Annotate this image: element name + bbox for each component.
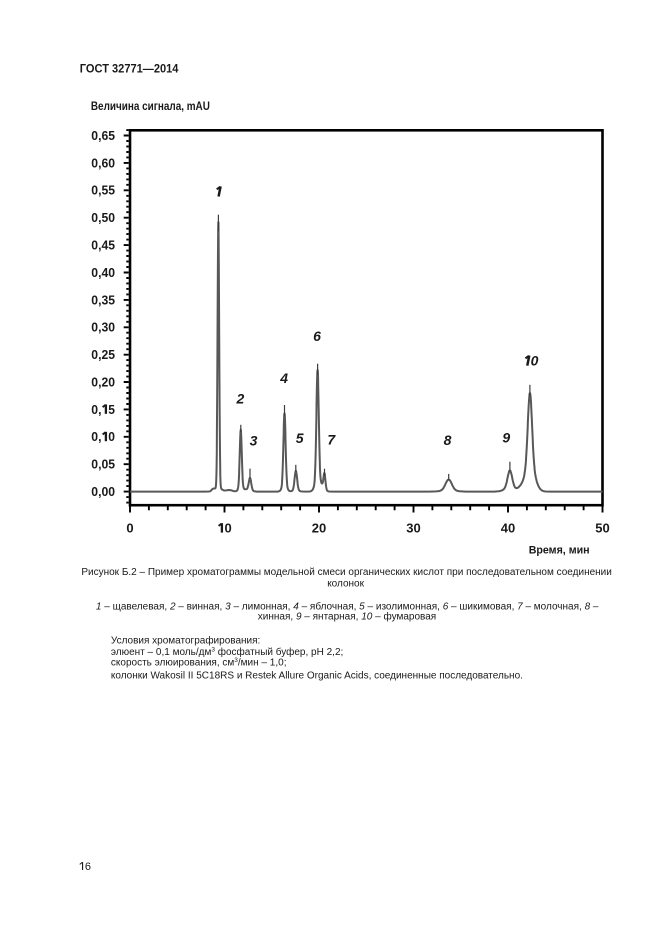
- svg-text:6: 6: [313, 328, 321, 344]
- svg-text:0,50: 0,50: [91, 210, 115, 225]
- svg-text:колонок: колонок: [327, 579, 364, 590]
- svg-text:20: 20: [312, 521, 326, 536]
- svg-text:50: 50: [595, 521, 609, 536]
- svg-text:0: 0: [225, 521, 232, 536]
- svg-text:колонки Wakosil II 5C18RS и Re: колонки Wakosil II 5C18RS и Restek Allur…: [111, 670, 523, 681]
- svg-text:0,25: 0,25: [91, 347, 115, 362]
- svg-text:скорость элюирования, см3/мин: скорость элюирования, см3/мин – 1,0;: [111, 657, 287, 669]
- svg-text:Величина сигнала, mAU: Величина сигнала, mAU: [91, 101, 210, 113]
- svg-text:7: 7: [327, 432, 336, 448]
- svg-text:5: 5: [296, 430, 304, 446]
- svg-text:0,20: 0,20: [91, 374, 115, 389]
- svg-text:Рисунок Б.2 – Пример хроматогр: Рисунок Б.2 – Пример хроматограммы модел…: [81, 567, 612, 578]
- svg-text:1 – щавелевая, 2 – винная, 3 –: 1 – щавелевая, 2 – винная, 3 – лимонная,…: [96, 600, 599, 612]
- svg-text:0,60: 0,60: [91, 155, 115, 170]
- svg-text:3: 3: [250, 432, 258, 448]
- svg-text:9: 9: [502, 430, 510, 446]
- svg-text:2: 2: [236, 390, 245, 406]
- svg-text:0: 0: [126, 521, 133, 536]
- svg-text:0,35: 0,35: [91, 292, 115, 307]
- svg-text:0,45: 0,45: [91, 238, 115, 253]
- svg-text:30: 30: [406, 521, 420, 536]
- svg-text:40: 40: [501, 521, 515, 536]
- svg-text:6: 6: [85, 861, 91, 873]
- svg-text:0,55: 0,55: [91, 183, 115, 198]
- svg-text:хинная, 9 – янтарная, 10 – фум: хинная, 9 – янтарная, 10 – фумаровая: [258, 611, 436, 623]
- svg-text:4: 4: [279, 370, 288, 386]
- svg-text:5: 5: [108, 402, 115, 417]
- svg-text:0: 0: [531, 353, 539, 369]
- svg-text:8: 8: [444, 432, 452, 448]
- svg-text:0,: 0,: [91, 429, 101, 444]
- svg-text:0,05: 0,05: [91, 457, 115, 472]
- svg-text:0,40: 0,40: [91, 265, 115, 280]
- svg-text:0,65: 0,65: [91, 128, 115, 143]
- svg-text:0,30: 0,30: [91, 320, 115, 335]
- svg-text:0,00: 0,00: [91, 484, 115, 499]
- svg-text:0: 0: [108, 429, 115, 444]
- svg-text:0,: 0,: [91, 402, 101, 417]
- svg-text:ГОСТ 32771—2014: ГОСТ 32771—2014: [80, 62, 179, 76]
- svg-text:элюент – 0,1 моль/дм3 фосфатны: элюент – 0,1 моль/дм3 фосфатный буфер, p…: [111, 646, 343, 658]
- svg-text:Время, мин: Время, мин: [529, 545, 590, 557]
- svg-text:Условия хроматографирования:: Условия хроматографирования:: [111, 635, 260, 647]
